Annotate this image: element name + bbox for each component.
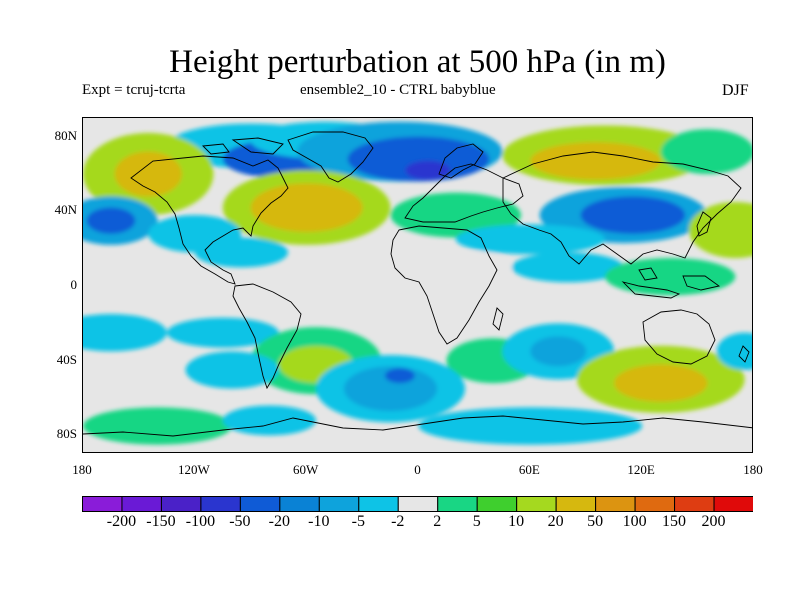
colorbar-level-label: -100: [185, 513, 216, 530]
lon-tick-label: 0: [414, 462, 421, 477]
colorbar-swatch: [397, 496, 439, 512]
lat-tick-label: 40N: [54, 202, 77, 218]
colorbar-level-label: -50: [229, 513, 251, 530]
coastlines: [83, 131, 752, 437]
coast-australia: [642, 309, 716, 365]
lon-tick-label: 180: [72, 462, 92, 477]
season-label: DJF: [722, 82, 749, 99]
colorbar-level-label: -20: [268, 513, 290, 530]
lat-tick-label: 40S: [56, 351, 77, 367]
colorbar-swatch: [634, 496, 676, 512]
height-field: [83, 121, 752, 445]
field-contour-32: [530, 336, 587, 367]
field-contour-10: [114, 151, 182, 197]
colorbar-swatch: [279, 496, 320, 512]
colorbar-swatch: [318, 496, 360, 512]
colorbar-level-label: 50: [587, 513, 604, 530]
coast-japan: [696, 211, 712, 237]
lon-tick-label: 120E: [627, 462, 655, 477]
colorbar-level-label: 150: [662, 513, 687, 530]
coast-madagascar: [492, 307, 504, 331]
lon-tick-label: 180: [743, 462, 763, 477]
ensemble-label: ensemble2_10 - CTRL babyblue: [300, 82, 496, 98]
coast-arctic-islands: [202, 137, 284, 155]
coast-indonesia: [621, 267, 721, 299]
colorbar-swatch: [200, 496, 241, 512]
lon-tick-label: 60W: [293, 462, 319, 477]
field-contour-25: [83, 314, 167, 352]
colorbar-swatch: [476, 496, 518, 512]
map-panel: [82, 117, 753, 453]
field-contour-12: [250, 183, 363, 232]
field-contour-41: [418, 407, 643, 445]
colorbar-level-label: -5: [351, 513, 365, 530]
coast-africa: [390, 225, 498, 345]
field-contour-34: [614, 364, 708, 402]
colorbar-swatch: [121, 496, 162, 512]
colorbar-level-label: -150: [146, 513, 176, 530]
field-contour-21: [194, 237, 289, 268]
field-contour-24: [437, 252, 512, 283]
field-contour-19: [688, 202, 752, 258]
coast-new-zealand: [738, 345, 750, 363]
colorbar-level-label: 100: [622, 513, 647, 530]
colorbar-level-label: 20: [547, 513, 564, 530]
colorbar-swatch: [555, 496, 597, 512]
colorbar-level-label: 5: [472, 513, 481, 530]
contour-map: [83, 118, 752, 452]
field-contour-7: [530, 142, 661, 180]
field-contour-22: [511, 252, 624, 283]
coast-scandinavia: [438, 143, 484, 179]
colorbar-swatch: [516, 496, 557, 512]
colorbar-swatch: [239, 496, 281, 512]
lat-tick-label: 0: [70, 277, 78, 292]
field-contour-39: [83, 407, 233, 445]
colorbar-level-label: 10: [508, 513, 525, 530]
coast-south-america: [232, 283, 302, 390]
coast-antarctica: [83, 415, 752, 437]
colorbar-swatch: [82, 496, 123, 512]
colorbar-swatch: [358, 496, 399, 512]
field-contour-20: [455, 224, 605, 255]
field-contour-40: [222, 405, 316, 436]
coast-north-america: [130, 155, 289, 285]
colorbar-swatch: [595, 496, 636, 512]
field-contour-26: [166, 317, 279, 348]
colorbar-level-label: 200: [701, 513, 726, 530]
field-contour-4: [347, 136, 490, 182]
lat-tick-label: 80S: [56, 426, 77, 442]
field-contour-23: [604, 258, 736, 296]
lat-tick-label: 80N: [54, 127, 77, 143]
field-contour-14: [86, 207, 136, 234]
coast-europe: [404, 163, 524, 223]
field-contour-38: [384, 368, 415, 384]
colorbar-level-label: 2: [433, 513, 442, 530]
colorbar-swatch: [674, 496, 715, 512]
experiment-label: Expt = tcruj-tcrta: [82, 82, 186, 98]
field-contour-29: [185, 351, 279, 389]
colorbar-level-label: -2: [391, 513, 405, 530]
lon-tick-label: 120W: [177, 462, 210, 477]
lon-tick-label: 60E: [518, 462, 540, 477]
colorbar-swatch: [713, 496, 753, 512]
field-contour-18: [580, 196, 686, 234]
field-contour-5: [405, 160, 451, 180]
coast-greenland: [287, 131, 374, 183]
colorbar-swatch: [437, 496, 478, 512]
coast-asia: [502, 151, 742, 265]
colorbar-level-label: -200: [106, 513, 137, 530]
colorbar: [82, 496, 753, 512]
map-title: Height perturbation at 500 hPa (in m): [169, 44, 666, 80]
field-contour-8: [660, 129, 752, 174]
colorbar-swatch: [160, 496, 202, 512]
colorbar-level-label: -10: [308, 513, 330, 530]
